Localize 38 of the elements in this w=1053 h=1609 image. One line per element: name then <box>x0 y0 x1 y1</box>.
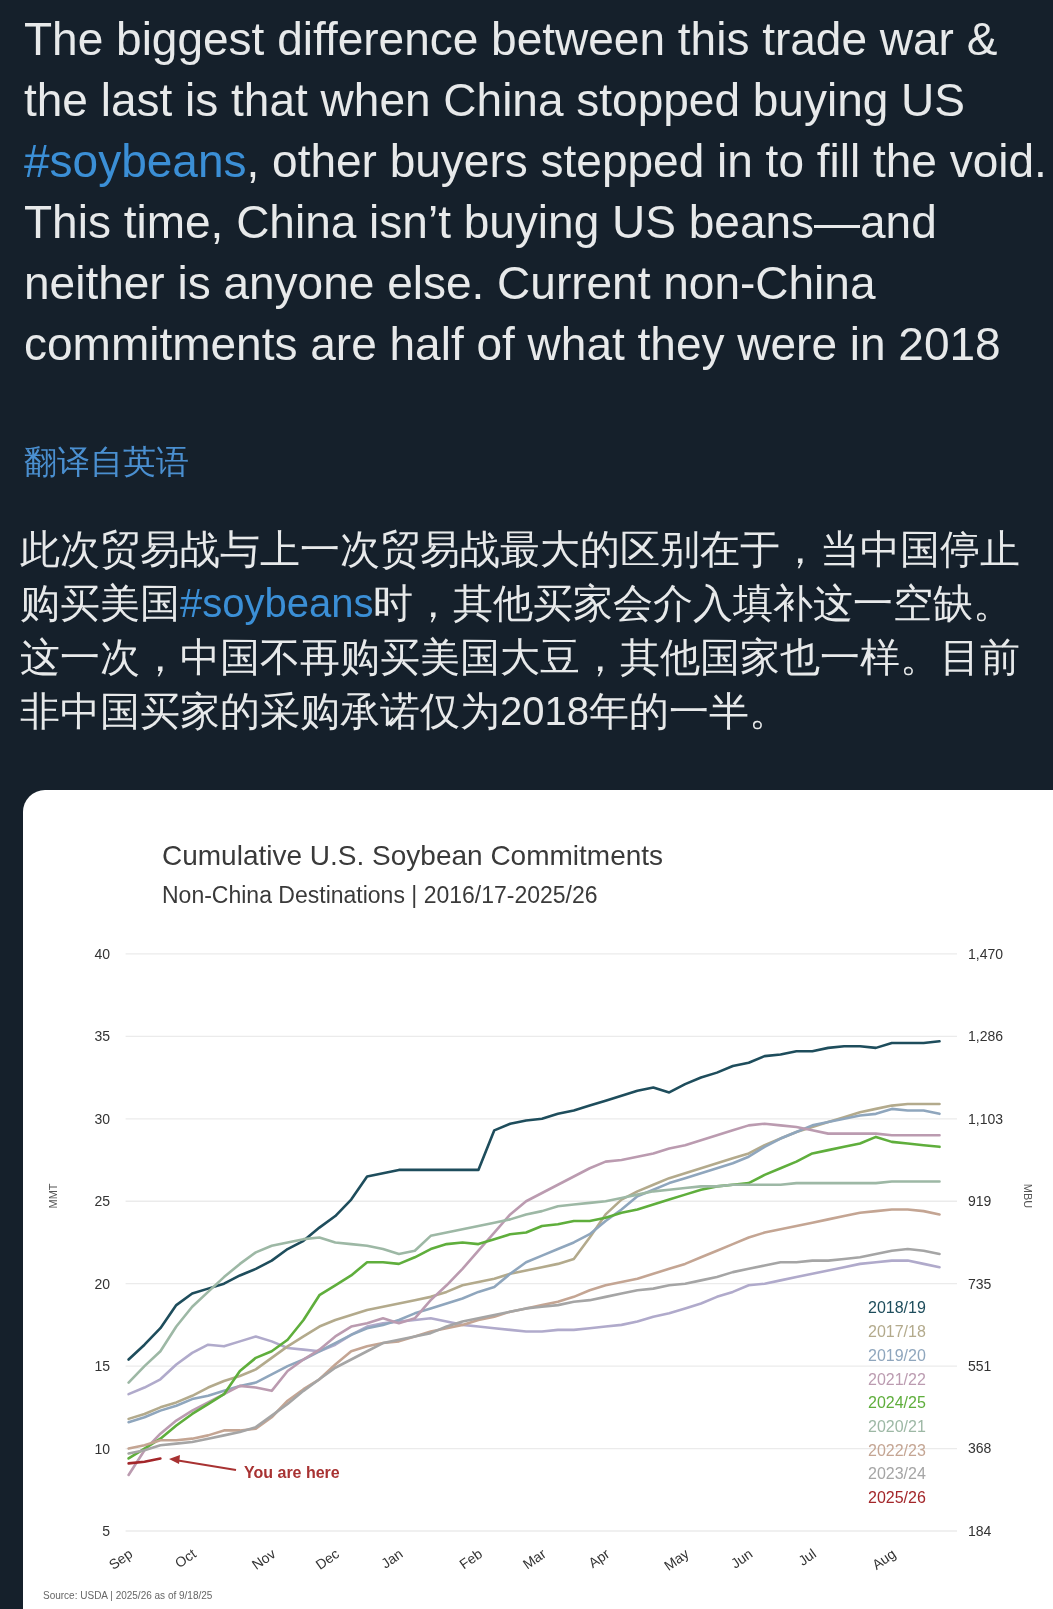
y-tick-label: 40 <box>94 945 111 962</box>
y2-tick-label: 1,103 <box>968 1110 1004 1127</box>
y2-axis-title: MBU <box>1022 1183 1034 1209</box>
source-note: Source: USDA | 2025/26 as of 9/18/25 <box>43 1590 213 1601</box>
x-tick-label: Feb <box>456 1545 486 1573</box>
x-tick-label: Jan <box>377 1545 406 1572</box>
text: 此次贸易战与上一次贸易战最大的区别在于，当中国停止购买美国#soybeans时，其他买家会介入填补这一空缺。这一次，中国不再购买美国大豆，其他国家也一样。目前非中国买家的采购承诺仅为2018年的一半。 <box>20 526 1021 735</box>
title: Cumulative U.S. Soybean Commitments <box>162 840 664 871</box>
y-tick-label: 35 <box>94 1028 111 1045</box>
x-tick-label: Sep <box>105 1545 136 1573</box>
y2-tick-label: 551 <box>968 1358 992 1375</box>
y-tick-label: 30 <box>94 1110 111 1127</box>
y-tick-label: 5 <box>102 1523 111 1539</box>
text: The biggest difference between this trade war & the last is that when China stopped buying US #soybeans, other buyers stepped in to fill the void. This time, China isn’t buying US beans—and neither is anyone else. Current non-China commitments are half of what they were in 2018 <box>24 12 1048 372</box>
x-tick-label: May <box>660 1545 692 1574</box>
y-tick-label: 20 <box>94 1275 111 1292</box>
y2-tick-label: 919 <box>968 1193 992 1210</box>
y2-tick-label: 1,470 <box>968 945 1004 962</box>
y2-tick-label: 1,286 <box>968 1028 1004 1045</box>
subtitle: Non-China Destinations | 2016/17-2025/26 <box>162 882 598 908</box>
y-tick-label: 10 <box>94 1440 111 1457</box>
y2-tick-label: 735 <box>968 1275 992 1292</box>
y-tick-label: 25 <box>94 1193 111 1210</box>
x-tick-label: Oct <box>171 1545 200 1571</box>
legend: 2018/19 2017/18 2019/20 2021/22 2024/25 2020/21 2022/23 2023/24 2025/26 <box>868 1299 926 1506</box>
x-tick-label: Jun <box>727 1545 756 1572</box>
y2-tick-label: 368 <box>968 1440 992 1457</box>
y2-tick-label: 184 <box>968 1523 992 1539</box>
x-tick-label: Jul <box>795 1545 820 1569</box>
x-tick-label: Mar <box>519 1545 549 1573</box>
x-tick-label: Dec <box>312 1545 343 1573</box>
x-tick-label: Aug <box>868 1545 899 1573</box>
annotation: You are here <box>244 1464 340 1481</box>
y-axis-title: MMT <box>47 1183 59 1209</box>
y-tick-label: 15 <box>94 1358 111 1375</box>
x-tick-label: Nov <box>248 1545 279 1573</box>
x-tick-label: Apr <box>585 1545 613 1571</box>
text: 翻译自英语 <box>24 442 189 482</box>
